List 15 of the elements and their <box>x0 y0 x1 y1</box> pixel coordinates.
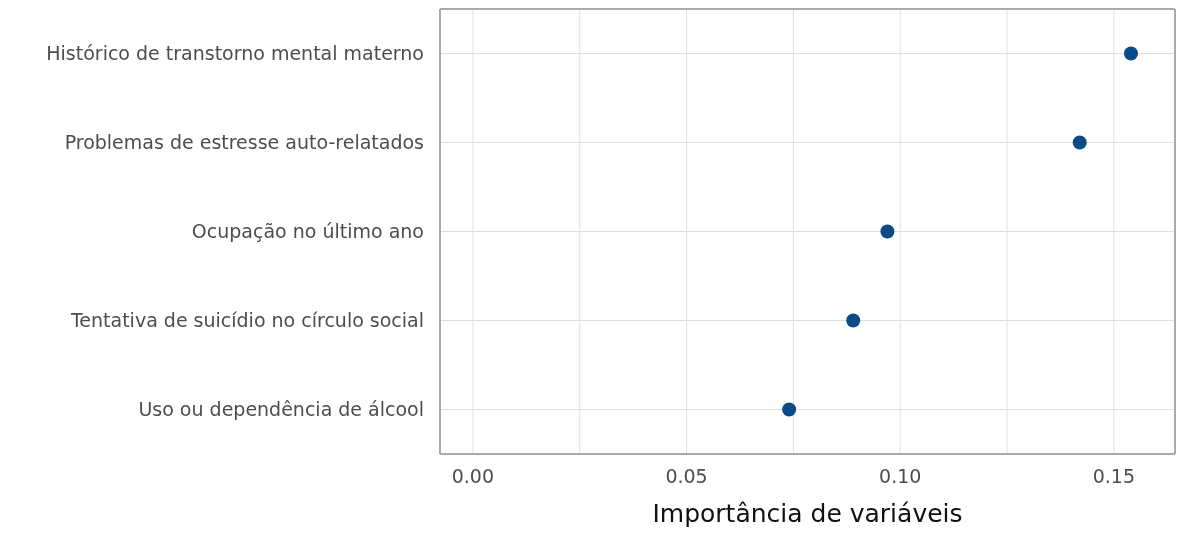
x-tick-label: 0.00 <box>451 465 495 488</box>
point <box>880 224 895 239</box>
point <box>782 402 797 417</box>
y-tick-label: Uso ou dependência de álcool <box>138 398 424 421</box>
x-tick-label: 0.15 <box>1092 465 1136 488</box>
point <box>1123 46 1138 61</box>
y-tick-label: Ocupação no último ano <box>191 220 424 243</box>
y-tick-label: Tentativa de suicídio no círculo social <box>69 309 424 332</box>
x-tick-label: 0.10 <box>879 465 922 488</box>
point <box>1072 135 1087 150</box>
point <box>846 313 861 328</box>
x-axis-title: Importância de variáveis <box>652 499 963 528</box>
x-tick-label: 0.05 <box>665 465 708 488</box>
y-tick-label: Histórico de transtorno mental materno <box>46 42 424 65</box>
y-tick-label: Problemas de estresse auto-relatados <box>64 131 424 154</box>
